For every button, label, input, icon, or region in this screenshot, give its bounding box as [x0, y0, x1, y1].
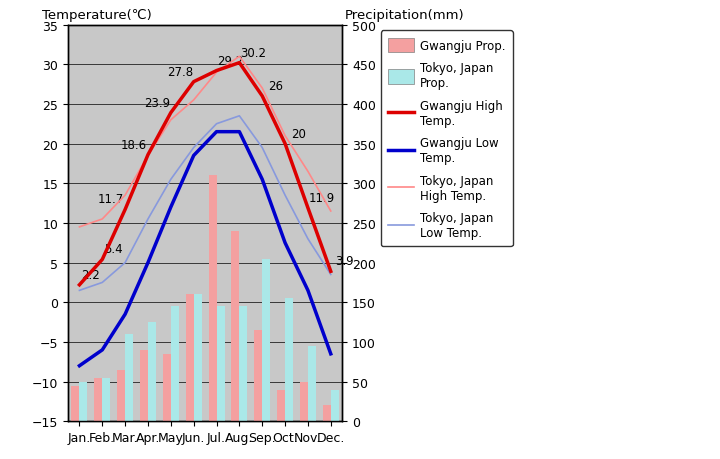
- Bar: [254, 330, 262, 421]
- Bar: [277, 390, 285, 421]
- Bar: [262, 259, 270, 421]
- Y-axis label: Temperature(℃): Temperature(℃): [42, 9, 152, 22]
- Bar: [323, 405, 330, 421]
- Bar: [209, 176, 217, 421]
- Bar: [308, 346, 316, 421]
- Bar: [239, 307, 248, 421]
- Bar: [330, 390, 339, 421]
- Bar: [117, 370, 125, 421]
- Text: 27.8: 27.8: [167, 66, 193, 78]
- Bar: [231, 231, 239, 421]
- Bar: [125, 334, 133, 421]
- Text: 18.6: 18.6: [121, 139, 147, 151]
- Text: 11.7: 11.7: [98, 193, 125, 206]
- Text: 23.9: 23.9: [144, 96, 170, 109]
- Bar: [79, 382, 87, 421]
- Bar: [140, 350, 148, 421]
- Bar: [194, 295, 202, 421]
- Bar: [102, 378, 110, 421]
- Bar: [148, 322, 156, 421]
- Text: 2.2: 2.2: [81, 268, 100, 281]
- Y-axis label: Precipitation(mm): Precipitation(mm): [345, 9, 464, 22]
- Text: 11.9: 11.9: [309, 191, 335, 204]
- Legend: Gwangju Prop., Tokyo, Japan
Prop., Gwangju High
Temp., Gwangju Low
Temp., Tokyo,: Gwangju Prop., Tokyo, Japan Prop., Gwang…: [381, 31, 513, 246]
- Bar: [171, 307, 179, 421]
- Bar: [300, 382, 308, 421]
- Bar: [285, 299, 293, 421]
- Bar: [163, 354, 171, 421]
- Text: 29.2: 29.2: [217, 55, 243, 67]
- Bar: [217, 307, 225, 421]
- Text: 30.2: 30.2: [240, 46, 266, 60]
- Text: 3.9: 3.9: [336, 255, 354, 268]
- Text: 26: 26: [269, 80, 284, 93]
- Bar: [94, 378, 102, 421]
- Bar: [186, 295, 194, 421]
- Text: 5.4: 5.4: [104, 243, 122, 256]
- Text: 20: 20: [292, 127, 307, 140]
- Bar: [71, 386, 79, 421]
